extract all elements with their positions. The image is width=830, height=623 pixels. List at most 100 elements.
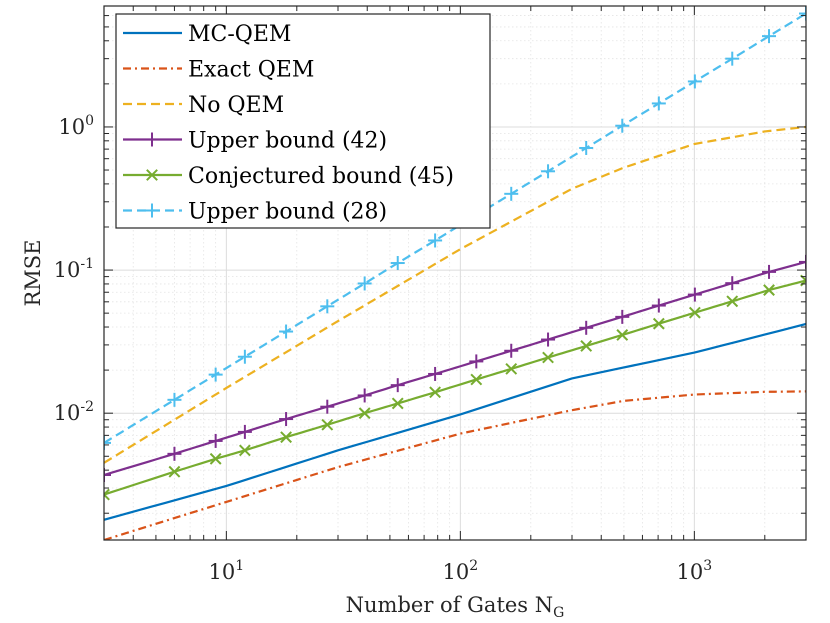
data-point-upper-bound-28 bbox=[651, 96, 666, 111]
y-axis-label: RMSE bbox=[21, 239, 45, 306]
marker-x-b bbox=[280, 431, 292, 444]
y-tick-label: 100 bbox=[58, 113, 94, 139]
data-point-upper-bound-28 bbox=[208, 367, 223, 382]
data-point-upper-bound-28 bbox=[541, 164, 556, 179]
series-line-mc-qem bbox=[104, 322, 806, 521]
data-point-upper-bound-42 bbox=[762, 264, 777, 279]
marker-x-b bbox=[321, 418, 334, 431]
data-point-upper-bound-42 bbox=[469, 354, 484, 369]
data-point-upper-bound-28 bbox=[428, 233, 443, 248]
data-point-upper-bound-28 bbox=[799, 6, 806, 21]
legend-box bbox=[115, 13, 491, 229]
y-tick-label-base: 10 bbox=[58, 115, 85, 139]
data-point-upper-bound-28 bbox=[237, 349, 252, 364]
legend: MC-QEM Exact QEM No QEM Upper bound (42) Con… bbox=[115, 13, 491, 229]
marker-x-b bbox=[616, 329, 629, 341]
data-point-upper-bound-28 bbox=[390, 256, 405, 271]
data-point-upper-bound-42 bbox=[799, 254, 806, 269]
data-point-upper-bound-42 bbox=[651, 298, 666, 313]
legend-label-no-qem: No QEM bbox=[188, 93, 284, 118]
legend-label-mc-qem: MC-QEM bbox=[188, 22, 291, 47]
data-point-conjectured-bound-45 bbox=[616, 329, 629, 341]
data-point-upper-bound-42 bbox=[104, 467, 111, 482]
data-point-conjectured-bound-45 bbox=[391, 397, 404, 410]
marker-x-b bbox=[104, 488, 110, 496]
data-point-upper-bound-42 bbox=[167, 446, 182, 461]
data-point-conjectured-bound-45 bbox=[238, 444, 251, 457]
data-point-upper-bound-42 bbox=[687, 287, 702, 302]
y-tick-label-exponent: -2 bbox=[80, 399, 94, 415]
marker-x-b bbox=[470, 373, 483, 386]
x-tick-label: 103 bbox=[677, 558, 713, 584]
data-point-conjectured-bound-45 bbox=[505, 362, 518, 375]
legend-label-upper-bound-42: Upper bound (42) bbox=[188, 129, 387, 154]
plot-border bbox=[103, 5, 807, 541]
data-point-conjectured-bound-45 bbox=[652, 317, 665, 330]
x-axis-label-subscript: G bbox=[553, 605, 564, 621]
marker-x-b bbox=[146, 169, 158, 181]
data-point-upper-bound-28 bbox=[357, 276, 372, 291]
y-tick-label: 10-2 bbox=[54, 399, 94, 425]
marker-x-b bbox=[238, 444, 251, 457]
legend-marker-upper-bound-28 bbox=[145, 203, 159, 218]
data-point-upper-bound-42 bbox=[504, 343, 519, 358]
data-point-conjectured-bound-45 bbox=[580, 340, 593, 352]
data-point-upper-bound-28 bbox=[104, 435, 111, 450]
data-point-upper-bound-42 bbox=[208, 433, 223, 448]
data-point-upper-bound-28 bbox=[279, 324, 294, 339]
marker-x-b bbox=[505, 362, 518, 375]
data-point-conjectured-bound-45 bbox=[542, 351, 554, 364]
legend-marker-conjectured-bound-45 bbox=[146, 169, 158, 181]
marker-x-b bbox=[209, 452, 222, 465]
data-point-conjectured-bound-45 bbox=[209, 452, 222, 465]
data-point-conjectured-bound-45 bbox=[358, 407, 371, 420]
y-tick-label: 10-1 bbox=[54, 256, 94, 282]
marker-x-b bbox=[391, 397, 404, 410]
x-axis-label-main: Number of Gates N bbox=[346, 593, 553, 617]
data-point-upper-bound-42 bbox=[615, 309, 630, 324]
series-line-no-qem bbox=[104, 125, 806, 464]
x-tick-label-exponent: 3 bbox=[703, 558, 712, 574]
data-point-upper-bound-28 bbox=[615, 118, 630, 133]
data-point-upper-bound-28 bbox=[762, 29, 777, 44]
data-point-upper-bound-28 bbox=[725, 51, 740, 66]
x-tick-label-base: 10 bbox=[209, 560, 236, 584]
data-point-conjectured-bound-45 bbox=[688, 306, 701, 319]
series-line-exact-qem bbox=[104, 390, 806, 540]
marker-x-b bbox=[726, 295, 739, 308]
marker-x-b bbox=[358, 407, 371, 420]
data-point-conjectured-bound-45 bbox=[168, 465, 181, 478]
data-point-upper-bound-42 bbox=[320, 399, 335, 414]
legend-label-conjectured-bound-45: Conjectured bound (45) bbox=[188, 164, 454, 189]
y-tick-label-exponent: -1 bbox=[80, 256, 94, 272]
legend-label-exact-qem: Exact QEM bbox=[188, 58, 314, 83]
data-point-upper-bound-42 bbox=[279, 412, 294, 427]
y-tick-label-exponent: 0 bbox=[85, 113, 94, 129]
x-axis-label: Number of Gates NG bbox=[346, 593, 565, 621]
data-point-upper-bound-28 bbox=[579, 140, 594, 155]
x-tick-label: 101 bbox=[209, 558, 245, 584]
data-point-conjectured-bound-45 bbox=[726, 295, 739, 308]
y-tick-label-base: 10 bbox=[54, 258, 81, 282]
data-point-upper-bound-42 bbox=[725, 276, 740, 291]
data-point-conjectured-bound-45 bbox=[470, 373, 483, 386]
marker-x-b bbox=[652, 317, 665, 330]
x-tick-label-base: 10 bbox=[443, 560, 470, 584]
x-tick-label-base: 10 bbox=[677, 560, 704, 584]
axis-ticks bbox=[103, 5, 807, 540]
marker-x-b bbox=[688, 306, 701, 319]
data-point-upper-bound-28 bbox=[167, 392, 182, 407]
data-point-conjectured-bound-45 bbox=[104, 488, 110, 501]
data-point-upper-bound-42 bbox=[390, 378, 405, 393]
legend-label-upper-bound-28: Upper bound (28) bbox=[188, 200, 387, 225]
marker-x-b bbox=[168, 465, 181, 478]
x-tick-label-exponent: 2 bbox=[469, 558, 478, 574]
marker-x-b bbox=[763, 284, 775, 296]
data-point-upper-bound-28 bbox=[320, 299, 335, 314]
data-point-upper-bound-42 bbox=[579, 320, 594, 335]
data-point-conjectured-bound-45 bbox=[763, 284, 775, 296]
data-point-upper-bound-28 bbox=[504, 186, 519, 201]
y-tick-label-base: 10 bbox=[54, 401, 81, 425]
marker-x-b bbox=[580, 340, 593, 352]
